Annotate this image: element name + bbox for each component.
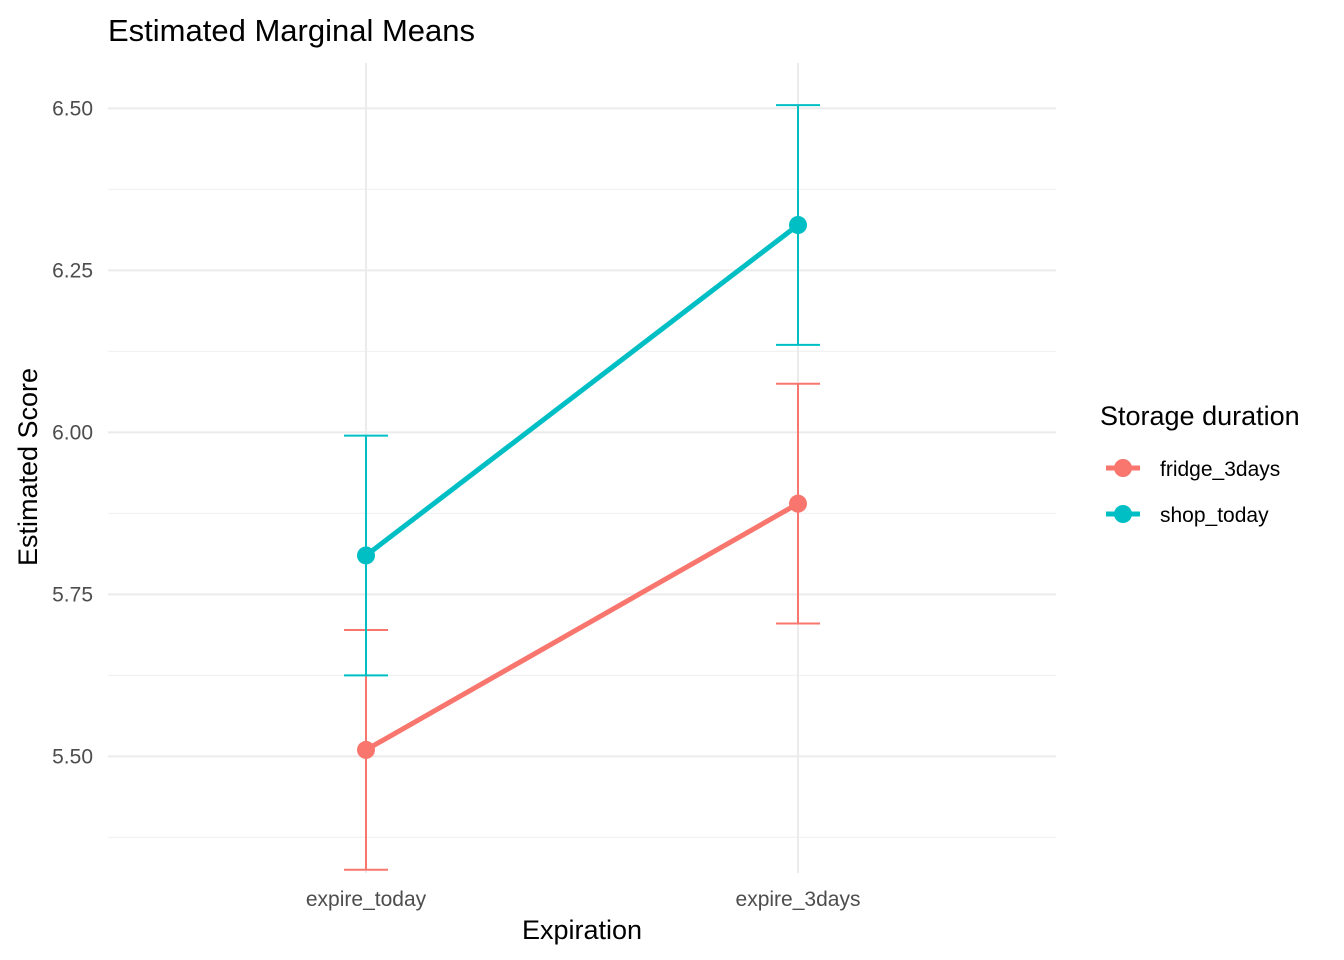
data-point-fridge_3days: [357, 740, 375, 759]
series-lines: [364, 223, 800, 753]
series-points: [357, 216, 807, 759]
legend-label-shop_today: shop_today: [1160, 504, 1269, 527]
x-tick-label: expire_3days: [736, 888, 861, 911]
x-tick-labels: expire_today expire_3days: [306, 888, 861, 911]
legend-key-point-shop_today: [1114, 505, 1132, 523]
legend-key-point-fridge_3days: [1114, 459, 1132, 477]
series-line-fridge_3days: [364, 501, 800, 753]
data-point-shop_today: [789, 216, 807, 234]
grid: [108, 63, 1056, 873]
y-tick-label: 6.25: [52, 259, 93, 282]
legend-label-fridge_3days: fridge_3days: [1160, 458, 1280, 481]
y-tick-label: 5.50: [52, 745, 93, 768]
chart-title: Estimated Marginal Means: [108, 13, 475, 48]
y-tick-label: 5.75: [52, 583, 93, 606]
data-point-fridge_3days: [789, 494, 807, 513]
x-tick-label: expire_today: [306, 888, 427, 911]
y-tick-label: 6.50: [52, 97, 93, 120]
error-bars: [344, 104, 820, 871]
legend: Storage duration fridge_3days shop_today: [1100, 401, 1300, 527]
legend-items: fridge_3days shop_today: [1106, 458, 1280, 527]
y-tick-label: 6.00: [52, 421, 93, 444]
y-axis-title: Estimated Score: [13, 368, 43, 566]
legend-title: Storage duration: [1100, 401, 1300, 431]
x-axis-title: Expiration: [522, 915, 642, 945]
y-tick-labels: 5.50 5.75 6.00 6.25 6.50: [52, 97, 93, 768]
data-point-shop_today: [357, 546, 375, 565]
series-line-shop_today: [364, 223, 800, 558]
